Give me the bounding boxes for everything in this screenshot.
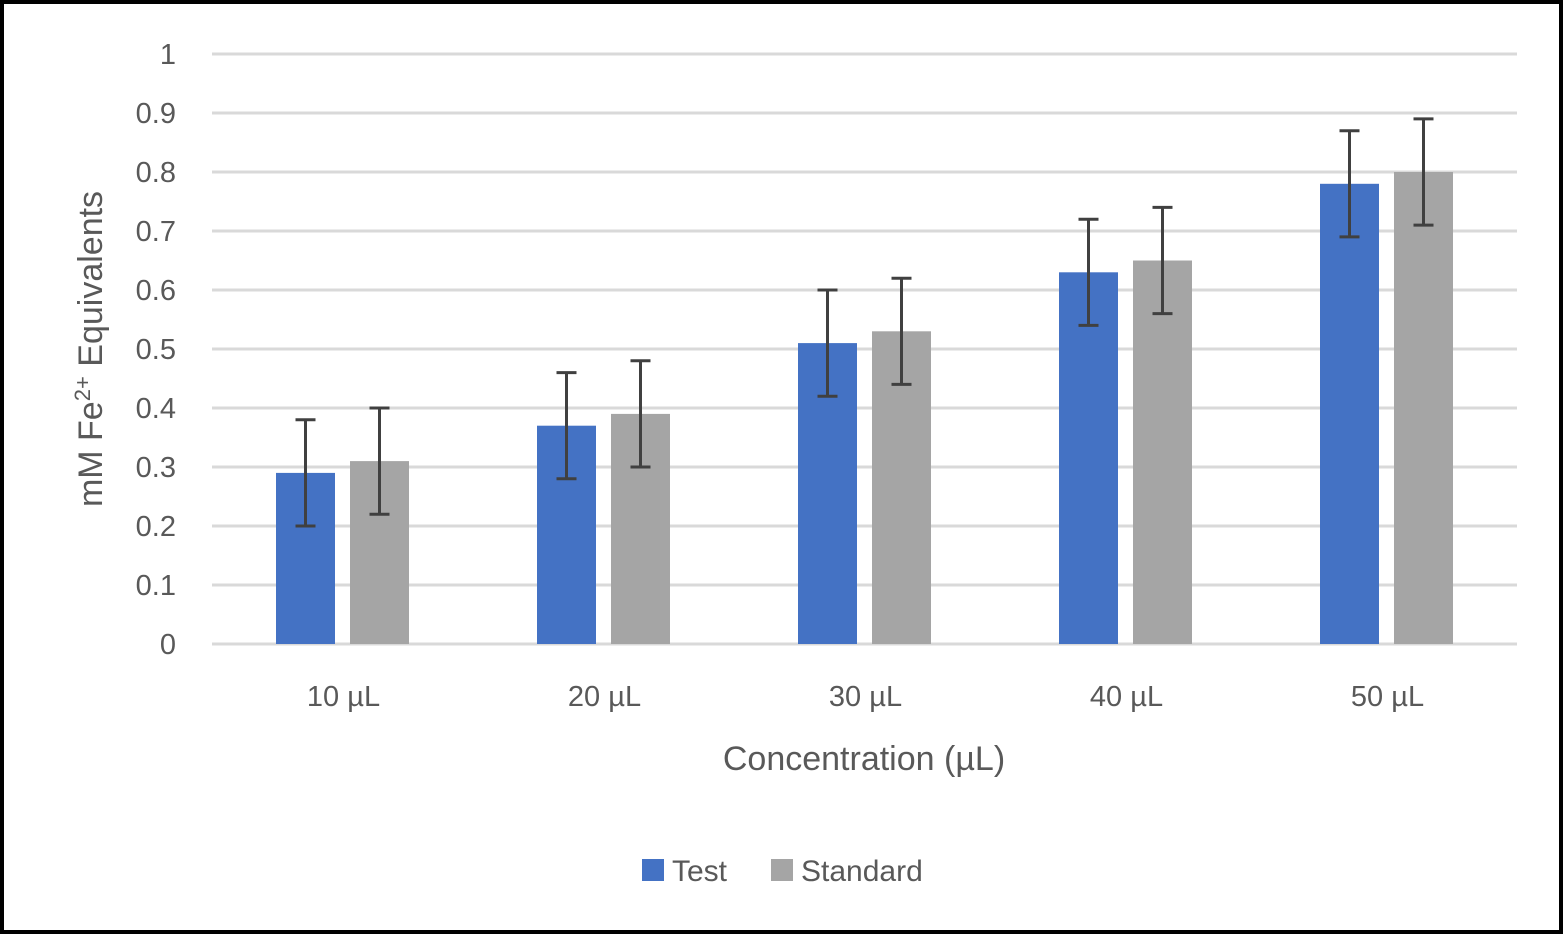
- y-tick-label: 0.6: [136, 275, 176, 307]
- y-tick-label: 0: [160, 629, 176, 661]
- x-tick-label: 40 µL: [1090, 681, 1163, 713]
- x-tick-label: 30 µL: [829, 681, 902, 713]
- bar-test-4: [1320, 183, 1379, 645]
- legend-item-standard: Standard: [771, 855, 923, 888]
- x-tick-label: 50 µL: [1351, 681, 1424, 713]
- error-bar-standard-0: [369, 406, 390, 516]
- error-bar-test-4: [1339, 129, 1360, 239]
- error-bar-test-2: [817, 288, 838, 398]
- legend-item-test: Test: [642, 855, 728, 888]
- legend-label-test: Test: [672, 855, 728, 888]
- bars: [276, 172, 1453, 645]
- y-tick-label: 0.5: [136, 334, 176, 366]
- error-bar-standard-3: [1152, 205, 1173, 316]
- y-tick-label: 0.3: [136, 452, 176, 484]
- y-axis-title: mM Fe2+ Equivalents: [70, 191, 110, 507]
- legend-label-standard: Standard: [801, 855, 923, 888]
- y-tick-label: 0.1: [136, 570, 176, 602]
- bar-standard-4: [1394, 172, 1453, 644]
- x-tick-label: 10 µL: [307, 681, 380, 713]
- x-axis-title: Concentration (µL): [723, 740, 1005, 778]
- error-bar-standard-1: [630, 359, 651, 469]
- error-bar-test-3: [1078, 217, 1099, 327]
- bar-test-3: [1059, 272, 1118, 644]
- chart-svg: 0 0.1 0.2 0.3 0.4 0.5 0.6 0.7 0.8 0.9 1 10 µL 20 µL…: [70, 39, 1517, 888]
- x-tick-labels: 10 µL 20 µL 30 µL 40 µL 50 µL: [307, 681, 1424, 713]
- y-tick-labels: 0 0.1 0.2 0.3 0.4 0.5 0.6 0.7 0.8 0.9 1: [136, 39, 176, 661]
- bar-standard-3: [1133, 260, 1192, 644]
- y-tick-label: 0.7: [136, 216, 176, 248]
- error-bar-test-1: [556, 371, 577, 481]
- y-tick-label: 0.2: [136, 511, 176, 543]
- y-axis-title-superscript: 2+: [70, 376, 95, 401]
- x-tick-label: 20 µL: [568, 681, 641, 713]
- y-tick-label: 0.9: [136, 98, 176, 130]
- y-tick-label: 0.4: [136, 393, 176, 425]
- y-axis-title-prefix: mM Fe: [72, 401, 110, 507]
- error-bar-standard-4: [1413, 117, 1434, 227]
- y-tick-label: 0.8: [136, 157, 176, 189]
- legend-swatch-test: [642, 859, 664, 881]
- y-tick-label: 1: [160, 39, 176, 71]
- legend: Test Standard: [642, 855, 923, 888]
- gridlines: [212, 52, 1517, 646]
- error-bars: [295, 117, 1434, 528]
- legend-swatch-standard: [771, 859, 793, 881]
- error-bar-test-0: [295, 418, 316, 528]
- y-axis-title-suffix: Equivalents: [72, 191, 110, 376]
- error-bar-standard-2: [891, 276, 912, 386]
